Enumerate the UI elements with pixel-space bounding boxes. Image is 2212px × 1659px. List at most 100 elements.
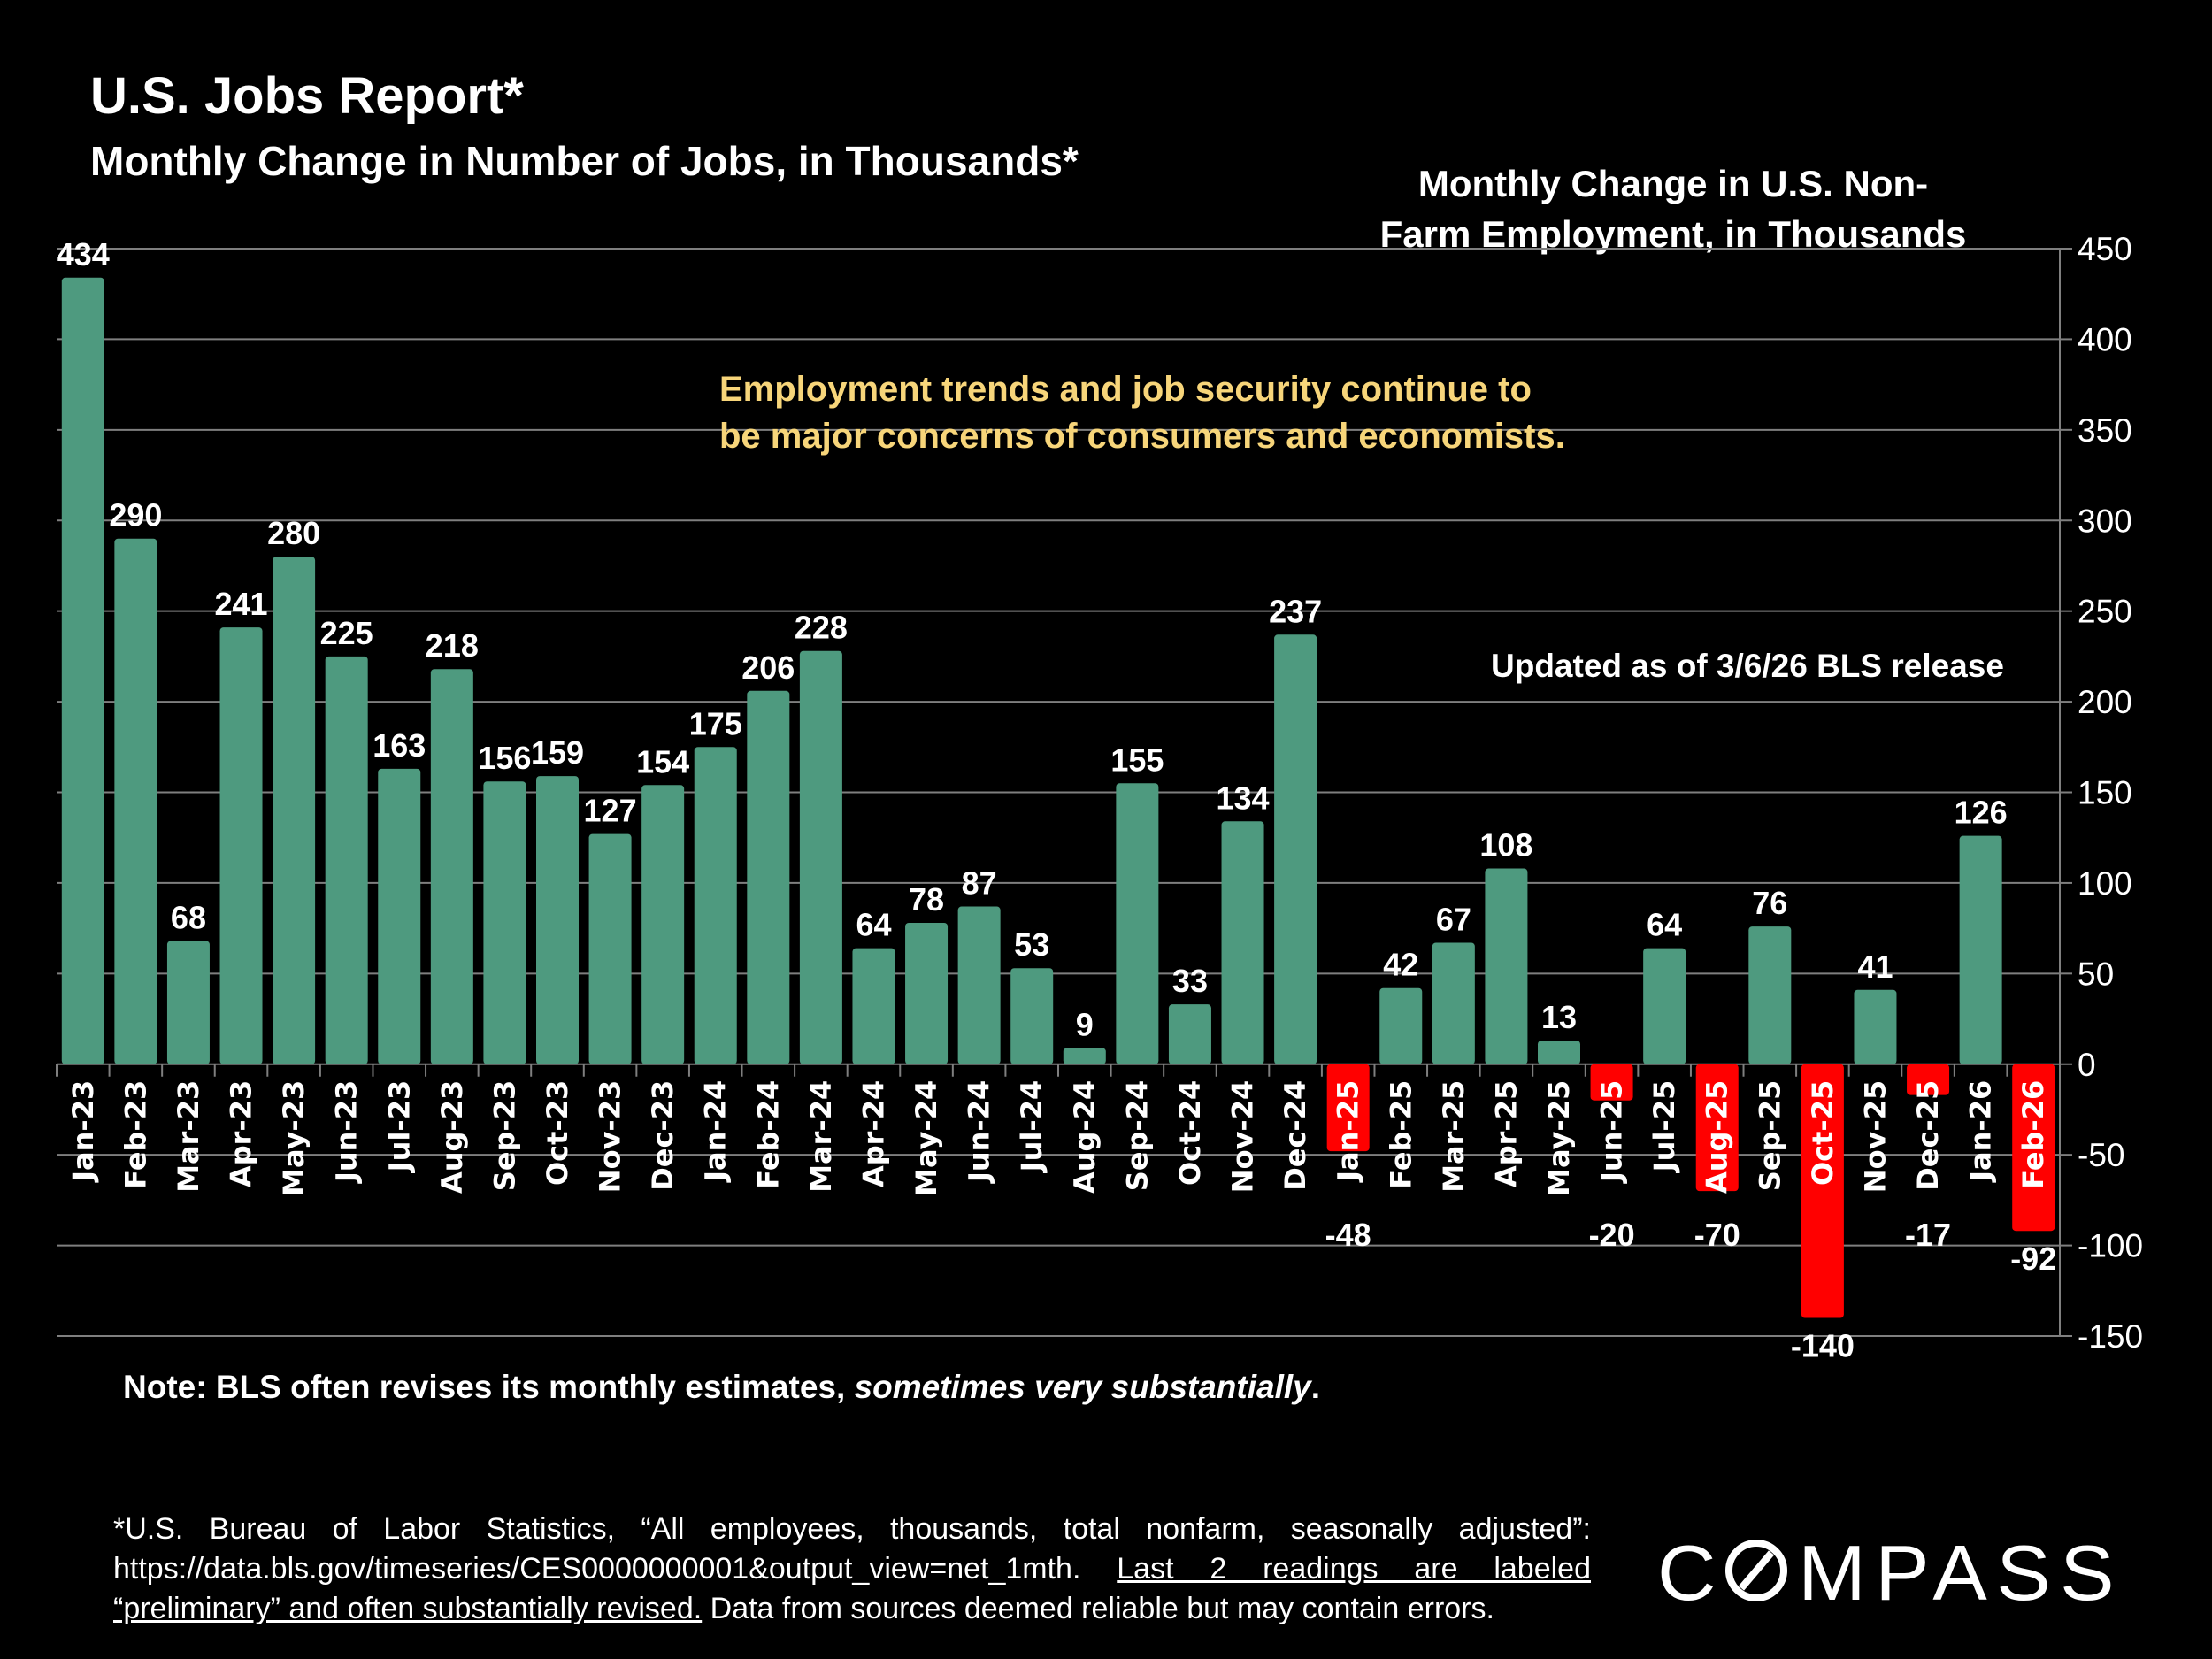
data-label: 241 — [214, 586, 267, 622]
bar — [483, 781, 526, 1064]
x-axis-label: Aug-25 — [1701, 1080, 1734, 1194]
svg-text:COMPASS: COMPASS — [1657, 1529, 2124, 1617]
x-axis-label: Nov-24 — [1226, 1080, 1260, 1193]
data-label: 87 — [962, 865, 997, 902]
data-label: 155 — [1110, 741, 1164, 778]
data-label: 68 — [171, 899, 206, 935]
footnote-disclaimer: Data from sources deemed reliable but ma… — [702, 1592, 1494, 1625]
data-label: 64 — [1647, 907, 1682, 943]
bar — [1854, 989, 1897, 1064]
x-axis-label: Dec-24 — [1279, 1080, 1312, 1191]
x-axis-label: Apr-25 — [1489, 1080, 1523, 1187]
x-axis-label: Jan-24 — [699, 1080, 733, 1183]
data-label: 33 — [1172, 963, 1208, 999]
annotation-line-1: Employment trends and job security conti… — [719, 370, 1532, 409]
y-tick-label: 400 — [2078, 321, 2132, 357]
y-tick-label: -150 — [2078, 1318, 2143, 1355]
bar — [1221, 821, 1264, 1064]
x-axis-label: Apr-24 — [856, 1080, 890, 1187]
x-axis-label: Sep-25 — [1753, 1080, 1786, 1191]
y-tick-label: 450 — [2078, 231, 2132, 267]
bar — [1907, 1064, 1950, 1095]
x-axis-label: Jul-25 — [1647, 1080, 1681, 1173]
data-label: -140 — [1791, 1328, 1855, 1364]
data-label: 126 — [1955, 795, 2008, 831]
bar — [1010, 968, 1054, 1064]
x-axis-label: Oct-23 — [541, 1080, 574, 1186]
x-axis-label: May-23 — [277, 1080, 311, 1196]
x-axis-label: Dec-23 — [646, 1080, 680, 1191]
bar — [1116, 783, 1159, 1064]
note-suffix: . — [1311, 1369, 1320, 1405]
annotation-line-2: be major concerns of consumers and econo… — [719, 417, 1565, 456]
x-axis-label: Jan-23 — [66, 1080, 100, 1183]
x-axis-label: Nov-23 — [594, 1080, 627, 1193]
bar — [2012, 1064, 2055, 1232]
footnote-line-2: https://data.bls.gov/timeseries/CES00000… — [113, 1549, 1591, 1589]
data-label: 175 — [689, 705, 742, 741]
x-axis-label: Jun-24 — [963, 1080, 996, 1184]
x-axis-label: Jun-23 — [330, 1080, 364, 1184]
bar — [114, 538, 157, 1064]
data-label: 134 — [1216, 780, 1269, 816]
data-label: 67 — [1436, 902, 1471, 938]
data-label: -17 — [1905, 1217, 1951, 1253]
bar — [1379, 987, 1423, 1064]
bars — [61, 277, 2055, 1318]
bar — [905, 922, 949, 1064]
data-label: 76 — [1752, 885, 1787, 921]
bar — [1432, 942, 1475, 1064]
footnote-line-3: “preliminary” and often substantially re… — [113, 1589, 1591, 1629]
bar — [273, 557, 316, 1064]
y-tick-label: 200 — [2078, 684, 2132, 720]
y-tick-label: 350 — [2078, 412, 2132, 449]
bar — [1748, 926, 1792, 1064]
revision-note: Note: BLS often revises its monthly esti… — [123, 1369, 1320, 1405]
data-label: 159 — [531, 734, 584, 771]
bar — [219, 627, 263, 1064]
data-label: -20 — [1589, 1217, 1635, 1253]
y-tick-label: 150 — [2078, 775, 2132, 811]
y-tick-label: -50 — [2078, 1137, 2124, 1173]
bar — [1695, 1064, 1739, 1192]
source-url[interactable]: https://data.bls.gov/timeseries/CES00000… — [113, 1552, 1081, 1586]
data-label: -48 — [1325, 1217, 1371, 1253]
page-subtitle: Monthly Change in Number of Jobs, in Tho… — [90, 138, 1079, 184]
x-axis-label: Mar-25 — [1437, 1080, 1471, 1193]
y-tick-label: -100 — [2078, 1228, 2143, 1264]
y-tick-label: 250 — [2078, 594, 2132, 630]
data-label: 13 — [1541, 999, 1577, 1035]
data-label: -70 — [1694, 1217, 1740, 1253]
x-axis-label: Mar-23 — [172, 1080, 205, 1193]
data-label: 156 — [478, 740, 531, 776]
x-axis-label: Jan-26 — [1964, 1080, 1998, 1183]
x-axis-label: Aug-23 — [435, 1080, 469, 1194]
x-axis-label: Oct-24 — [1173, 1080, 1207, 1186]
page-title: U.S. Jobs Report* — [90, 67, 524, 125]
x-axis-label: Feb-26 — [2016, 1080, 2050, 1189]
bar — [747, 690, 790, 1064]
data-label: 228 — [795, 610, 848, 646]
x-axis-label: Mar-24 — [804, 1080, 838, 1193]
footnote-underlined-2: “preliminary” and often substantially re… — [113, 1592, 703, 1625]
data-label: 108 — [1479, 827, 1532, 864]
bar — [166, 941, 210, 1064]
bar — [1538, 1041, 1580, 1064]
data-label: 163 — [373, 727, 426, 764]
x-axis-label: Jan-25 — [1332, 1080, 1365, 1183]
bar — [957, 906, 1001, 1064]
data-label: 237 — [1269, 593, 1322, 629]
x-axis-labels: Jan-23 Feb-23 Mar-23 Apr-23 May-23 Jun-23 Jul-… — [66, 1080, 2050, 1196]
data-label: 290 — [109, 497, 162, 534]
x-axis-label: Sep-23 — [488, 1080, 521, 1191]
data-label: 42 — [1383, 947, 1418, 983]
y-tick-label: 300 — [2078, 503, 2132, 539]
note-text: Note: BLS often revises its monthly esti… — [123, 1369, 855, 1405]
x-axis-label: Jun-25 — [1595, 1080, 1629, 1184]
data-label: 127 — [584, 793, 637, 829]
data-label: 41 — [1857, 949, 1893, 985]
x-axis-label: Feb-25 — [1384, 1080, 1417, 1189]
bar — [1959, 835, 2002, 1064]
